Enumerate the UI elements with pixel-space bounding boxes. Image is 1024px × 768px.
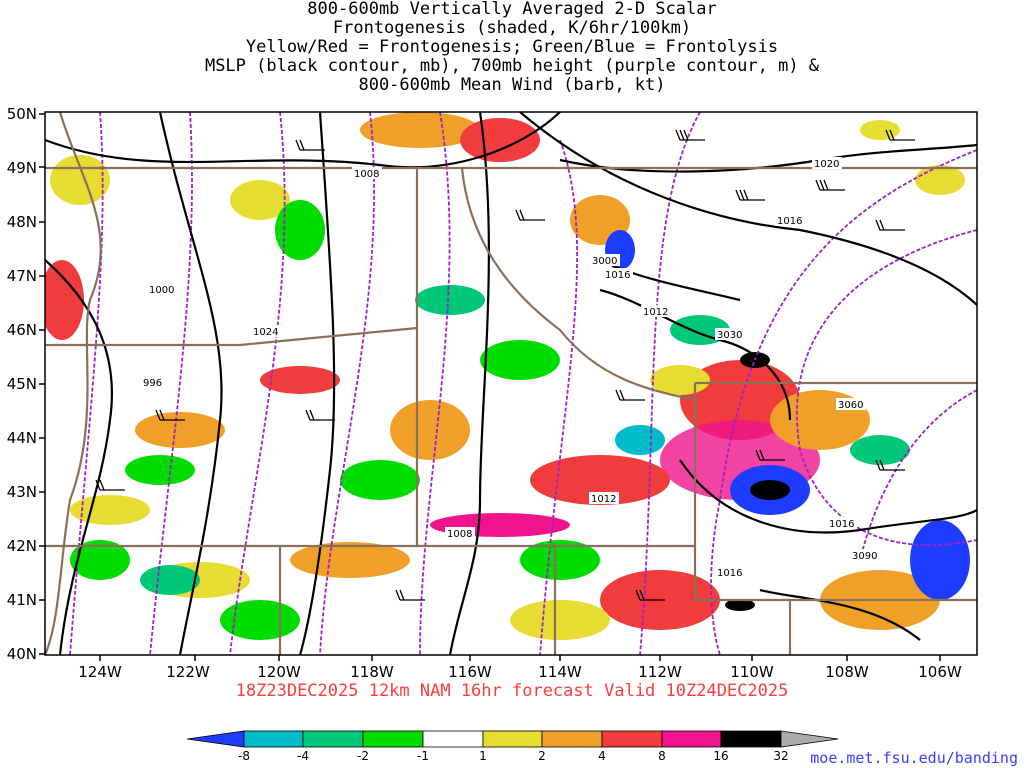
svg-text:1008: 1008 bbox=[447, 529, 472, 540]
colorbar-segment-5 bbox=[422, 730, 484, 748]
svg-text:116W: 116W bbox=[448, 663, 492, 681]
colorbar-label: -8 bbox=[238, 749, 250, 763]
colorbar-segment-7 bbox=[541, 730, 603, 748]
svg-text:3090: 3090 bbox=[852, 551, 877, 562]
svg-text:49N: 49N bbox=[7, 159, 37, 177]
map-title: 800-600mb Vertically Averaged 2-D Scalar… bbox=[0, 0, 1024, 95]
svg-text:41N: 41N bbox=[7, 591, 37, 609]
svg-text:120W: 120W bbox=[257, 663, 301, 681]
svg-text:114W: 114W bbox=[538, 663, 582, 681]
colorbar-segment-6 bbox=[482, 730, 543, 748]
svg-text:1016: 1016 bbox=[777, 216, 802, 227]
svg-text:996: 996 bbox=[143, 378, 162, 389]
colorbar-segment-1 bbox=[186, 730, 245, 748]
colorbar-label: -2 bbox=[357, 749, 369, 763]
colorbar-label: 16 bbox=[713, 749, 728, 763]
svg-text:42N: 42N bbox=[7, 537, 37, 555]
colorbar-segment-4 bbox=[362, 730, 424, 748]
svg-text:118W: 118W bbox=[350, 663, 394, 681]
svg-text:46N: 46N bbox=[7, 321, 37, 339]
title-line-1: 800-600mb Vertically Averaged 2-D Scalar bbox=[307, 0, 717, 19]
svg-text:47N: 47N bbox=[7, 267, 37, 285]
svg-text:108W: 108W bbox=[825, 663, 869, 681]
colorbar-label: -1 bbox=[417, 749, 429, 763]
svg-text:43N: 43N bbox=[7, 483, 37, 501]
title-line-4: MSLP (black contour, mb), 700mb height (… bbox=[204, 56, 820, 76]
title-line-5: 800-600mb Mean Wind (barb, kt) bbox=[358, 75, 666, 95]
svg-text:3000: 3000 bbox=[592, 256, 617, 267]
svg-text:50N: 50N bbox=[7, 105, 37, 123]
colorbar-label: 8 bbox=[658, 749, 666, 763]
svg-text:1012: 1012 bbox=[591, 494, 616, 505]
svg-text:1008: 1008 bbox=[354, 169, 379, 180]
source-url[interactable]: moe.met.fsu.edu/banding bbox=[810, 749, 1018, 767]
latitude-labels: 50N 49N 48N 47N 46N 45N 44N 43N 42N 41N … bbox=[7, 105, 37, 663]
svg-text:112W: 112W bbox=[638, 663, 682, 681]
svg-text:40N: 40N bbox=[7, 645, 37, 663]
colorbar-segment-3 bbox=[302, 730, 364, 748]
longitude-labels: 124W 122W 120W 118W 116W 114W 112W 110W … bbox=[78, 663, 962, 681]
svg-text:1012: 1012 bbox=[643, 307, 668, 318]
colorbar-segment-2 bbox=[243, 730, 304, 748]
svg-text:1020: 1020 bbox=[814, 159, 839, 170]
axis-ticks bbox=[39, 113, 941, 661]
svg-text:122W: 122W bbox=[166, 663, 210, 681]
wind-barbs bbox=[95, 129, 915, 601]
colorbar-segment-9 bbox=[661, 730, 722, 748]
colorbar-segment-8 bbox=[601, 730, 663, 748]
contour-labels: 1008 1020 1016 1000 1024 996 1012 1016 1… bbox=[141, 157, 880, 579]
colorbar-label: -4 bbox=[297, 749, 309, 763]
svg-text:1016: 1016 bbox=[605, 270, 630, 281]
colorbar-label: 32 bbox=[773, 749, 788, 763]
title-line-2: Frontogenesis (shaded, K/6hr/100km) bbox=[332, 18, 692, 38]
svg-text:3060: 3060 bbox=[838, 400, 863, 411]
colorbar-label: 4 bbox=[598, 749, 606, 763]
svg-text:124W: 124W bbox=[78, 663, 122, 681]
colorbar-label: 1 bbox=[479, 749, 487, 763]
title-line-3: Yellow/Red = Frontogenesis; Green/Blue =… bbox=[245, 37, 779, 57]
colorbar-segment-10 bbox=[720, 730, 782, 748]
svg-text:110W: 110W bbox=[730, 663, 774, 681]
svg-text:48N: 48N bbox=[7, 213, 37, 231]
svg-text:1000: 1000 bbox=[149, 285, 174, 296]
colorbar-label: 2 bbox=[538, 749, 546, 763]
forecast-valid-label: 18Z23DEC2025 12km NAM 16hr forecast Vali… bbox=[235, 681, 789, 701]
shaded-field: 1008 1020 1016 1000 1024 996 1012 1016 1… bbox=[45, 112, 977, 655]
svg-text:106W: 106W bbox=[918, 663, 962, 681]
svg-text:45N: 45N bbox=[7, 375, 37, 393]
colorbar: -8 -4 -2 -1 1 2 4 8 16 32 bbox=[186, 730, 839, 763]
svg-text:1016: 1016 bbox=[717, 568, 742, 579]
svg-text:1016: 1016 bbox=[829, 519, 854, 530]
svg-text:44N: 44N bbox=[7, 429, 37, 447]
svg-text:1024: 1024 bbox=[253, 327, 278, 338]
svg-text:3030: 3030 bbox=[717, 330, 742, 341]
colorbar-segment-11 bbox=[780, 730, 839, 748]
